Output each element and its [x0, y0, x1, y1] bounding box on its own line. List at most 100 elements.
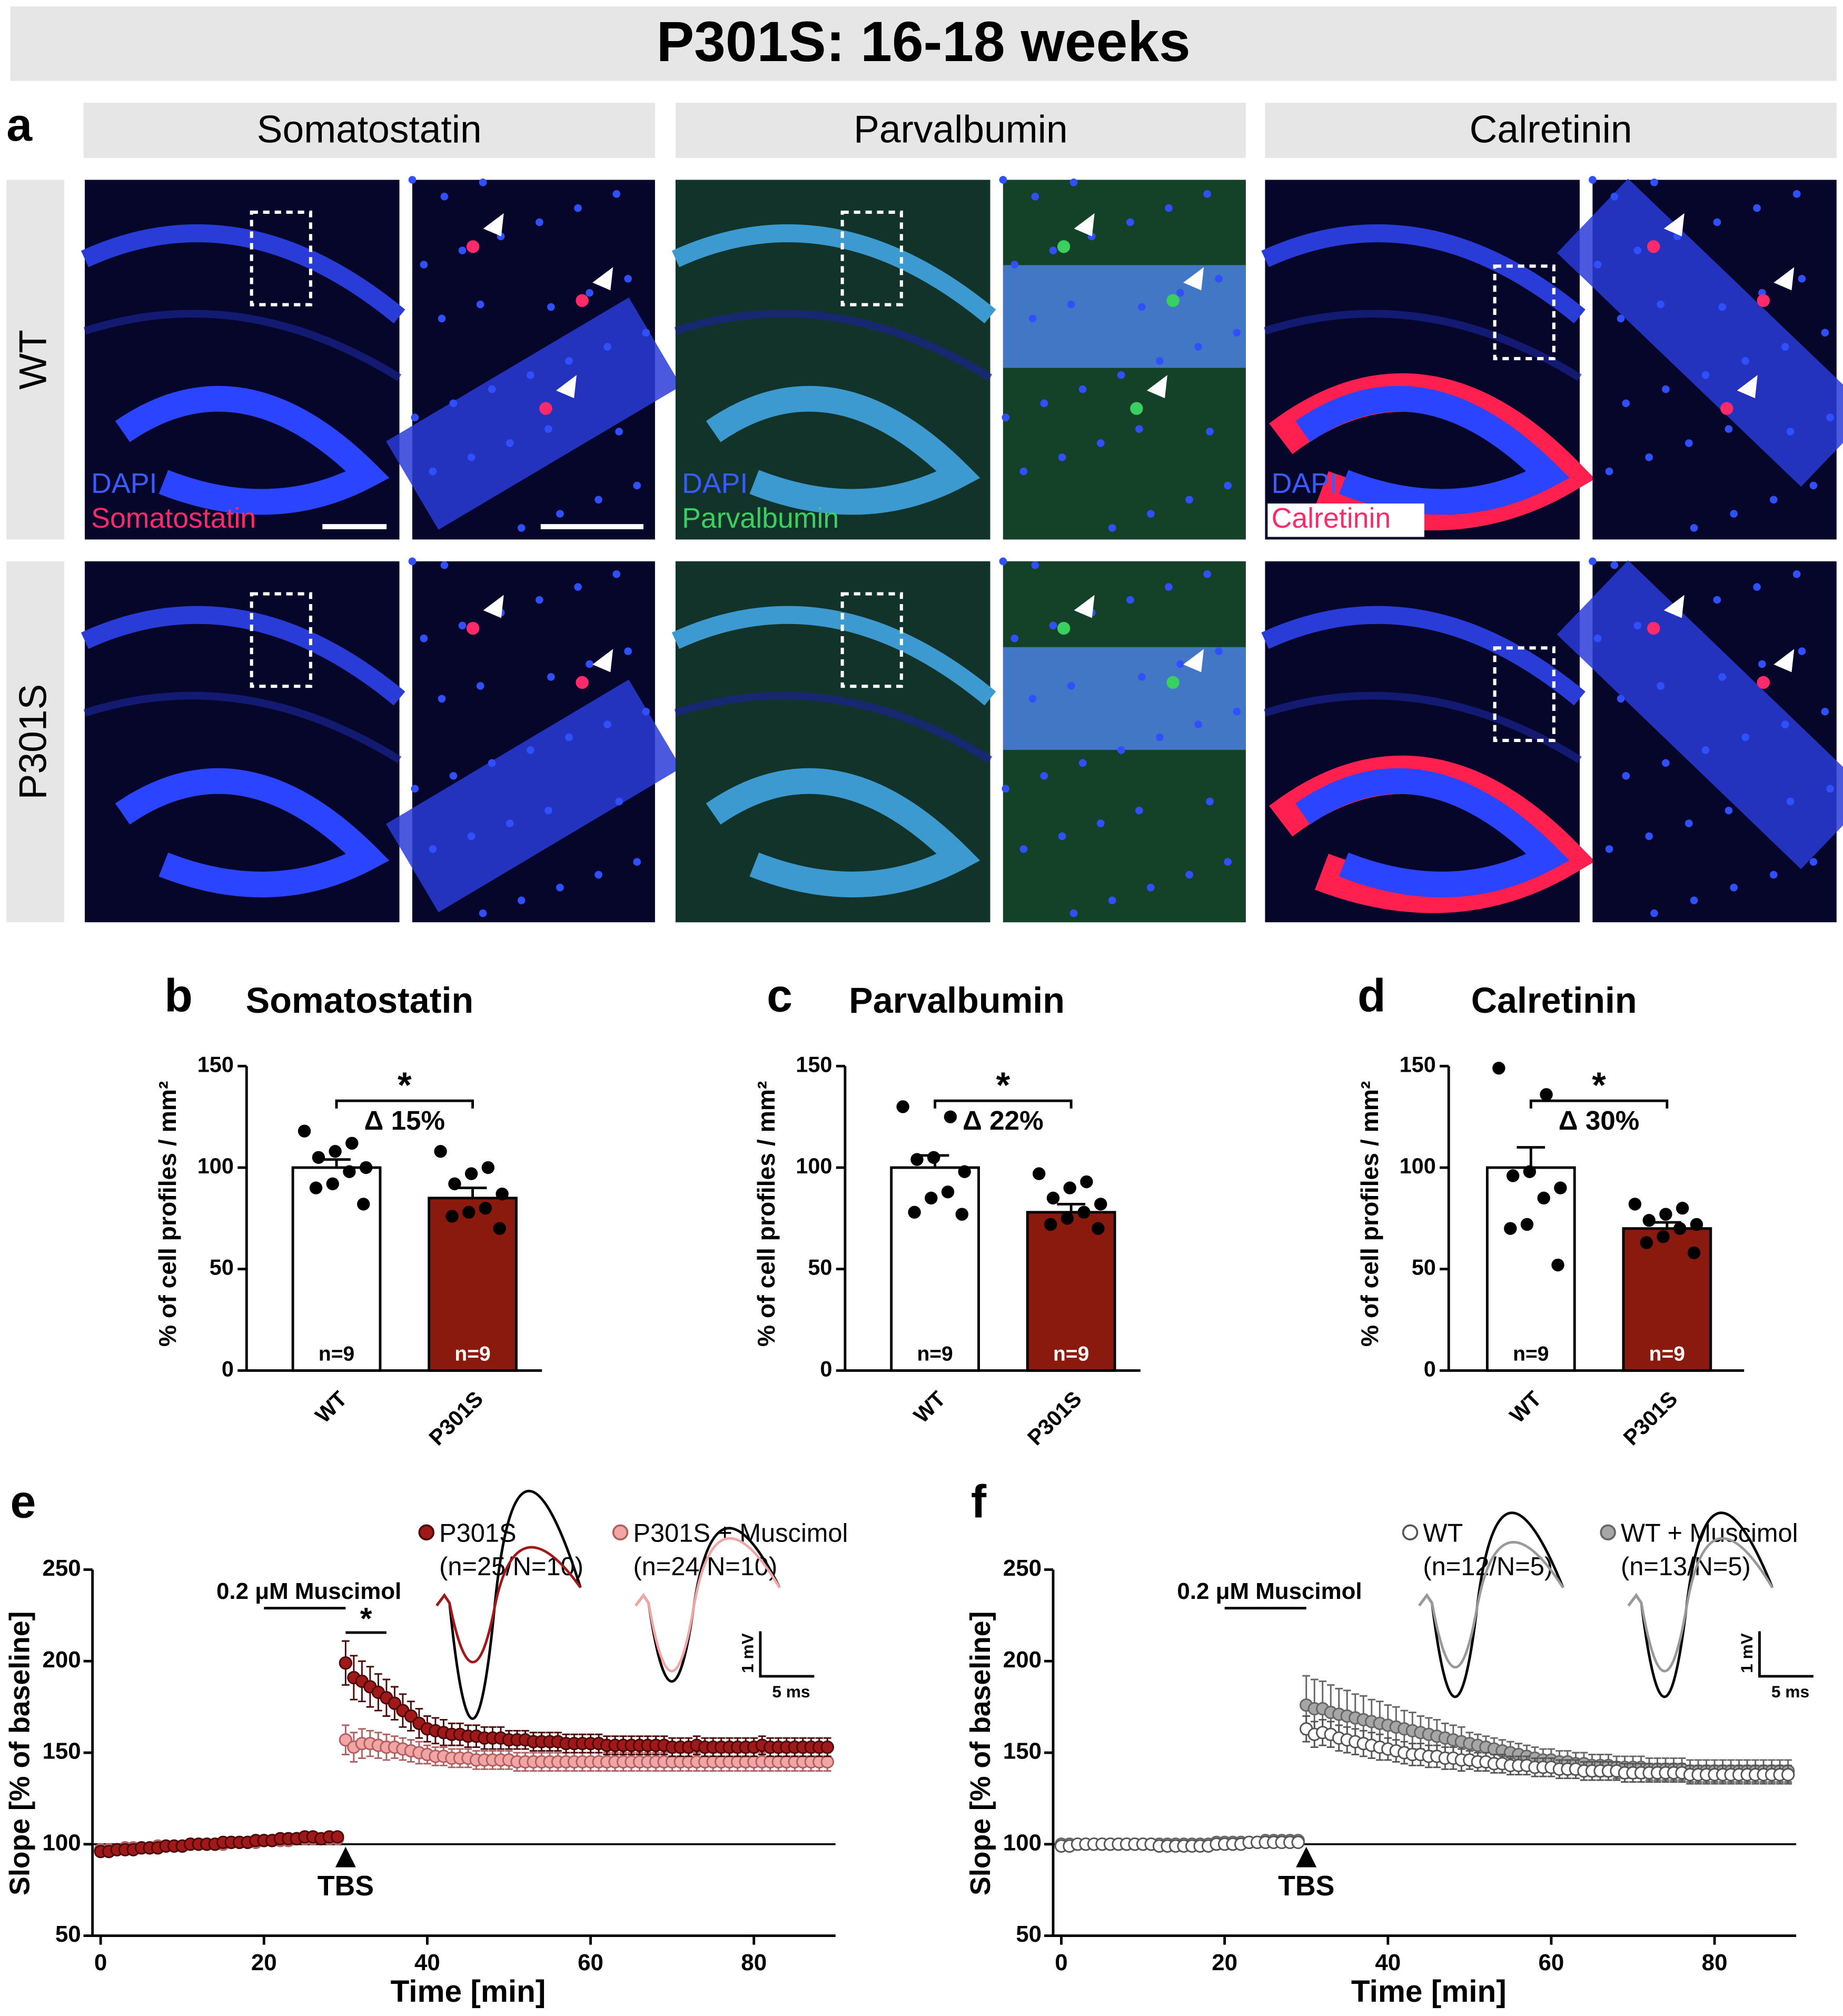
- nucleus: [1786, 797, 1795, 806]
- trace: [1418, 1540, 1564, 1669]
- row-header: P301S: [12, 684, 55, 800]
- y-axis-label: % of cell profiles / mm²: [1356, 1081, 1383, 1347]
- column-header-box: [675, 103, 1246, 158]
- labelled-cell: [1057, 621, 1071, 635]
- nucleus: [1067, 682, 1075, 690]
- y-tick-label: 150: [1003, 1738, 1042, 1764]
- nucleus: [1194, 343, 1202, 351]
- nucleus: [1753, 583, 1761, 591]
- nucleus: [1645, 453, 1653, 461]
- figure-title: P301S: 16-18 weeks: [657, 10, 1191, 73]
- nucleus: [556, 884, 564, 892]
- nucleus: [506, 819, 514, 827]
- nucleus: [1657, 682, 1664, 690]
- drug-label: 0.2 μM Muscimol: [1177, 1578, 1362, 1604]
- data-point: [1291, 1835, 1305, 1849]
- nucleus: [1203, 190, 1211, 198]
- nucleus: [1685, 439, 1693, 447]
- nucleus: [1019, 845, 1028, 853]
- nucleus: [633, 481, 641, 490]
- data-point: [388, 1696, 402, 1710]
- data-point: [1551, 1258, 1564, 1272]
- column-header-box: [83, 103, 655, 158]
- nucleus: [615, 797, 623, 806]
- zoom-box: [1493, 646, 1555, 742]
- nucleus: [1137, 303, 1146, 311]
- y-tick-label: 0: [222, 1356, 234, 1381]
- panel-letter: b: [164, 970, 193, 1022]
- nucleus: [1078, 759, 1087, 767]
- nucleus: [1617, 314, 1625, 323]
- significance-bracket: [335, 1099, 474, 1109]
- nucleus: [1821, 707, 1829, 716]
- data-point: [493, 1222, 506, 1235]
- nucleus: [1126, 596, 1134, 604]
- column-header: Somatostatin: [257, 108, 482, 151]
- nucleus: [1701, 746, 1710, 754]
- nucleus: [1049, 621, 1057, 630]
- nucleus: [1096, 819, 1105, 827]
- nucleus: [999, 557, 1007, 566]
- nucleus: [1206, 428, 1214, 436]
- zoom-box: [840, 210, 903, 307]
- legend-marker: [1600, 1524, 1616, 1540]
- nucleus: [1176, 660, 1184, 668]
- nucleus: [1741, 357, 1749, 365]
- dentate-gyrus: [115, 386, 390, 515]
- data-point: [1061, 1212, 1074, 1225]
- nucleus: [1589, 557, 1597, 566]
- nucleus: [449, 399, 458, 408]
- nucleus: [1713, 218, 1721, 226]
- y-axis-label: Slope [% of baseline]: [4, 1611, 36, 1895]
- data-point: [1032, 1167, 1046, 1180]
- chart-title: Parvalbumin: [849, 981, 1065, 1021]
- nucleus: [642, 707, 650, 716]
- nucleus: [1010, 634, 1019, 643]
- nucleus: [458, 246, 467, 254]
- arrowhead: [592, 649, 613, 673]
- nucleus: [1826, 413, 1834, 421]
- nucleus: [1610, 561, 1619, 569]
- x-tick-label: 60: [1539, 1950, 1564, 1975]
- nucleus: [1633, 246, 1642, 254]
- nucleus: [1650, 909, 1658, 917]
- ca-band: [671, 606, 996, 706]
- stain-label-box: [1267, 503, 1424, 537]
- nucleus: [1002, 785, 1010, 793]
- significance-bracket: [934, 1099, 1073, 1109]
- nucleus: [1809, 481, 1818, 490]
- data-point: [1676, 1201, 1689, 1215]
- nucleus: [1589, 176, 1597, 184]
- y-tick-label: 50: [55, 1921, 81, 1947]
- nucleus: [594, 496, 602, 504]
- arrowhead: [556, 375, 577, 399]
- y-axis-label: Slope [% of baseline]: [965, 1611, 996, 1895]
- data-point: [1690, 1218, 1703, 1231]
- difference-label: Δ 15%: [364, 1105, 445, 1135]
- nucleus: [1792, 570, 1801, 578]
- nucleus: [586, 660, 593, 668]
- nucleus: [1117, 371, 1125, 379]
- nucleus: [1067, 300, 1075, 309]
- arrowhead: [1183, 267, 1204, 291]
- legend-n: (n=25/N=10): [439, 1553, 583, 1581]
- nucleus: [1769, 496, 1778, 504]
- error-bar: [1057, 1202, 1085, 1212]
- x-tick-label: 40: [1375, 1950, 1401, 1975]
- labelled-cell: [1057, 240, 1071, 253]
- significance-bracket: [1529, 1099, 1669, 1109]
- ca-band: [1264, 691, 1582, 764]
- nucleus: [547, 673, 555, 681]
- nucleus: [612, 570, 621, 578]
- nucleus: [1781, 343, 1789, 351]
- nucleus: [476, 682, 484, 690]
- row-header-box: [6, 561, 64, 923]
- data-point: [359, 1161, 373, 1174]
- nucleus: [438, 695, 446, 703]
- nucleus: [1809, 858, 1818, 866]
- nucleus: [624, 274, 632, 283]
- nucleus: [1165, 204, 1173, 212]
- y-tick-label: 50: [1016, 1921, 1042, 1947]
- chart-title: Calretinin: [1471, 981, 1637, 1021]
- dentate-gyrus: [115, 768, 390, 897]
